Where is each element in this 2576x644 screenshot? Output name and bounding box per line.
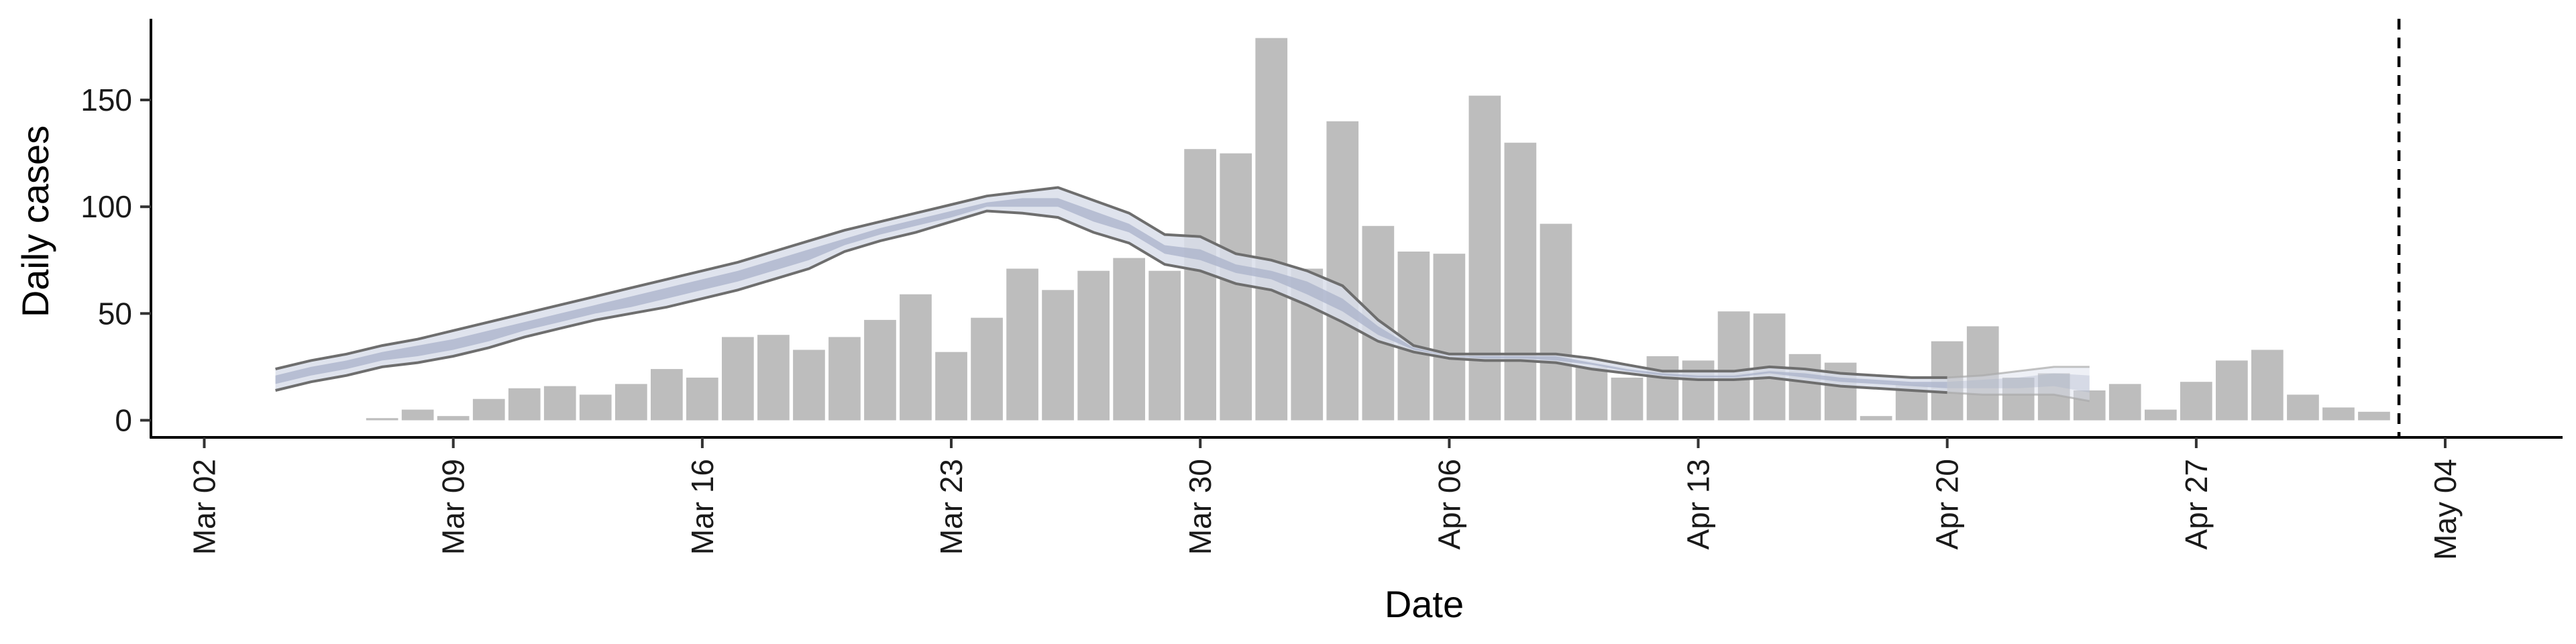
bar-day-18 [828, 337, 861, 421]
bar-day-40 [1611, 377, 1644, 421]
x-tick-label-mar-23: Mar 23 [934, 459, 969, 555]
x-tick-label-mar-16: Mar 16 [685, 459, 720, 555]
bar-day-39 [1575, 366, 1608, 421]
bar-day-37 [1504, 142, 1537, 421]
bar-day-21 [935, 352, 967, 421]
x-tick-label-apr-27: Apr 27 [2179, 459, 2214, 550]
axes-layer: 0 50 100 150 Mar 02 Mar 09 Mar 16 Mar 23 Mar 30 A… [80, 19, 2563, 560]
bar-day-20 [900, 294, 932, 421]
bar-day-8 [472, 398, 505, 421]
x-tick-label-apr-20: Apr 20 [1930, 459, 1965, 550]
bar-day-36 [1468, 95, 1501, 421]
bar-day-57 [2216, 360, 2248, 421]
bar-day-6 [401, 409, 434, 421]
bar-day-56 [2180, 382, 2212, 421]
bar-day-35 [1433, 254, 1466, 421]
bar-day-5 [366, 418, 398, 421]
bar-day-42 [1682, 360, 1715, 421]
bar-day-53 [2073, 390, 2106, 421]
bar-day-43 [1717, 311, 1750, 421]
forecast-upper-line [1947, 366, 2090, 379]
bar-day-12 [615, 384, 647, 421]
estimate-band-layer [275, 187, 2090, 401]
estimate-lines-layer [275, 186, 2090, 402]
bar-day-10 [543, 386, 576, 421]
x-tick-label-may-04: May 04 [2428, 459, 2463, 560]
bar-day-51 [2002, 377, 2035, 421]
estimate-upper-line [275, 186, 1947, 379]
bar-day-38 [1540, 223, 1572, 421]
bar-day-14 [686, 377, 718, 421]
x-tick-label-apr-13: Apr 13 [1681, 459, 1716, 550]
bar-day-30 [1255, 38, 1288, 421]
bar-day-26 [1113, 258, 1145, 421]
bar-day-58 [2251, 350, 2284, 421]
y-tick-label-0: 0 [115, 403, 132, 438]
forecast-inner-band [1947, 373, 2090, 393]
bar-day-17 [793, 350, 825, 421]
bar-day-41 [1646, 356, 1679, 421]
bar-day-9 [508, 388, 541, 421]
bar-day-32 [1326, 121, 1359, 421]
x-axis-title: Date [1385, 583, 1464, 625]
bar-day-59 [2287, 394, 2319, 421]
bar-day-11 [579, 394, 612, 421]
estimate-lower-line [275, 209, 1947, 394]
bar-day-23 [1006, 268, 1038, 421]
x-tick-label-mar-09: Mar 09 [436, 459, 471, 555]
bar-day-47 [1860, 416, 1892, 421]
y-tick-label-150: 150 [80, 83, 132, 117]
x-tick-label-mar-30: Mar 30 [1183, 459, 1218, 555]
x-tick-label-mar-02: Mar 02 [187, 459, 222, 555]
bar-day-16 [757, 335, 790, 421]
y-axis-title: Daily cases [14, 125, 56, 317]
bar-day-25 [1077, 270, 1110, 421]
forecast-outer-band [1947, 366, 2090, 401]
bar-day-55 [2145, 409, 2177, 421]
bar-day-61 [2358, 411, 2390, 421]
bar-day-45 [1788, 354, 1821, 421]
bar-day-60 [2322, 407, 2355, 421]
bar-day-27 [1148, 270, 1181, 421]
y-tick-label-100: 100 [80, 189, 132, 224]
bar-day-22 [971, 317, 1003, 421]
forecast-lower-line [1947, 391, 2090, 402]
x-tick-label-apr-06: Apr 06 [1432, 459, 1466, 550]
y-tick-label-50: 50 [98, 296, 132, 331]
bar-day-7 [437, 416, 470, 421]
bar-day-24 [1042, 290, 1074, 421]
bar-day-19 [864, 319, 896, 421]
bar-day-15 [722, 337, 754, 421]
bar-day-13 [651, 369, 683, 421]
bar-day-28 [1184, 149, 1216, 421]
bar-day-34 [1397, 252, 1430, 421]
bar-day-54 [2108, 384, 2141, 421]
